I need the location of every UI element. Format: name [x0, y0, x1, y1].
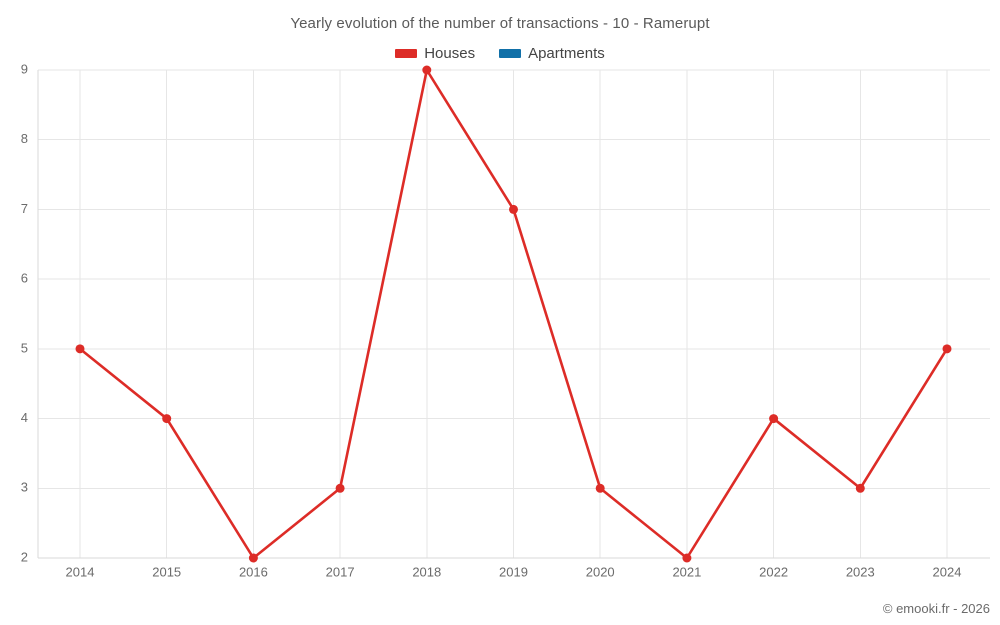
data-point-houses[interactable]	[682, 553, 692, 563]
x-tick-label: 2024	[933, 565, 962, 580]
legend-item-houses[interactable]: Houses	[395, 45, 475, 62]
chart-title: Yearly evolution of the number of transa…	[290, 15, 710, 32]
data-point-houses[interactable]	[335, 483, 345, 493]
x-tick-label: 2017	[326, 565, 355, 580]
legend-item-apartments[interactable]: Apartments	[499, 45, 605, 62]
axis-lines	[37, 70, 990, 559]
y-tick-label: 4	[21, 410, 28, 425]
y-tick-label: 3	[21, 480, 28, 495]
data-point-houses[interactable]	[509, 204, 518, 214]
data-point-houses[interactable]	[855, 483, 865, 493]
data-point-houses[interactable]	[942, 344, 952, 354]
legend-label-houses: Houses	[424, 45, 476, 62]
x-tick-label: 2018	[412, 565, 441, 580]
legend-label-apartments: Apartments	[528, 45, 605, 62]
gridlines	[38, 69, 990, 559]
x-tick-label: 2021	[672, 565, 701, 580]
x-tick-label: 2023	[846, 565, 875, 580]
chart-legend: Houses Apartments	[0, 45, 1000, 62]
y-tick-label: 2	[21, 549, 28, 564]
y-tick-label: 5	[21, 340, 28, 355]
data-point-houses[interactable]	[248, 553, 258, 563]
x-tick-label: 2020	[586, 565, 615, 580]
y-tick-label: 8	[21, 131, 28, 146]
y-tick-label: 7	[21, 201, 28, 216]
legend-swatch-houses	[395, 49, 418, 58]
x-tick-label: 2022	[759, 565, 788, 580]
x-tick-label: 2014	[66, 565, 95, 580]
y-tick-label: 9	[21, 61, 28, 76]
x-tick-label: 2015	[152, 565, 181, 580]
x-tick-label: 2016	[239, 565, 268, 580]
data-point-houses[interactable]	[769, 414, 779, 424]
data-series	[75, 65, 952, 563]
x-axis-tick-labels: 2014 2015 2016 2017 2018 2019 2020 2021 2022 2023…	[66, 565, 962, 580]
data-point-houses[interactable]	[595, 483, 605, 493]
y-tick-label: 6	[21, 271, 28, 286]
data-point-houses[interactable]	[162, 414, 172, 424]
legend-swatch-apartments	[499, 49, 522, 58]
x-tick-label: 2019	[499, 565, 528, 580]
copyright-credit: © emooki.fr - 2026	[882, 601, 990, 616]
y-axis-tick-labels: 2 3 4 5 6 7 8 9	[21, 61, 28, 564]
data-point-houses[interactable]	[75, 344, 85, 354]
data-point-houses[interactable]	[422, 65, 432, 75]
